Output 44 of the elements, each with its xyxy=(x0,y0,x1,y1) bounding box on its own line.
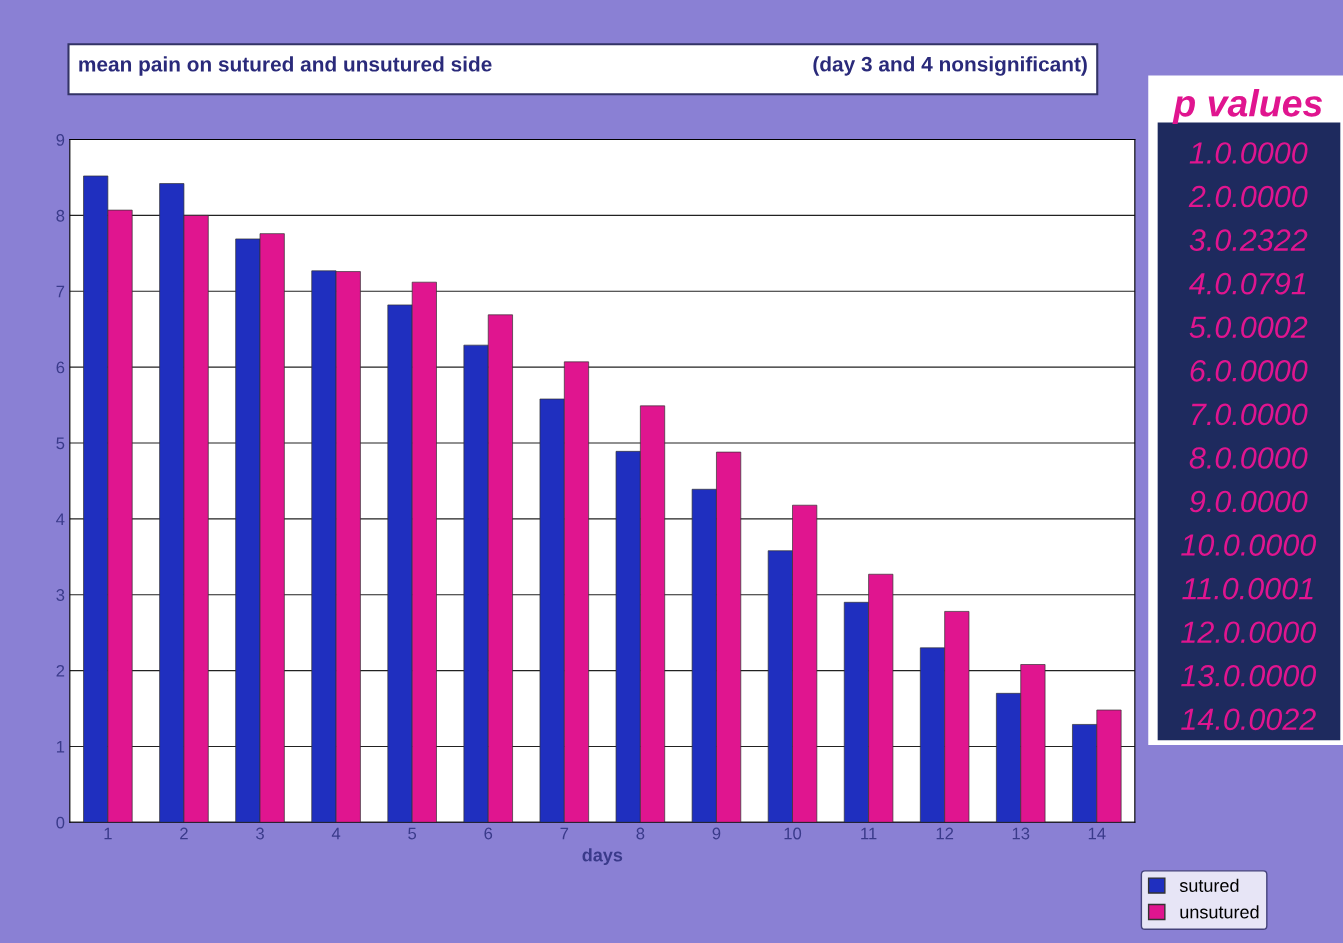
y-tick-label: 2 xyxy=(56,664,65,677)
text: 7.0.0000 xyxy=(1192,403,1308,426)
x-tick-label: 9 xyxy=(712,827,721,840)
x-tick-label: 10 xyxy=(784,827,802,840)
x-tick-label: 6 xyxy=(484,827,493,840)
chart-subtitle: (day 3 and 4 nonsignificant) xyxy=(813,56,1087,76)
text: p values xyxy=(1172,89,1323,125)
text: 8.0.0000 xyxy=(1189,447,1308,469)
text: 3.0.2322 xyxy=(1189,229,1308,251)
y-tick-label: 7 xyxy=(56,285,65,298)
x-tick-label: 7 xyxy=(560,827,569,840)
x-tick-label: 1 xyxy=(104,827,112,840)
y-tick-label: 0 xyxy=(56,816,65,829)
chart-title: mean pain on sutured and unsutured side xyxy=(79,56,492,76)
legend-label: sutured xyxy=(1179,878,1239,892)
x-tick-label: 8 xyxy=(636,827,645,840)
text: 14.0.0022 xyxy=(1181,708,1316,731)
text: 11.0.0001 xyxy=(1182,577,1313,600)
x-tick-label: 13 xyxy=(1012,827,1030,840)
y-tick-label: 6 xyxy=(56,361,65,374)
x-tick-label: 11 xyxy=(861,827,877,840)
y-tick-label: 4 xyxy=(56,513,65,525)
y-tick-label: 9 xyxy=(56,133,65,146)
x-axis-title: days xyxy=(582,848,623,866)
text: 12.0.0000 xyxy=(1181,621,1317,644)
x-tick-label: 14 xyxy=(1088,827,1106,840)
y-tick-label: 1 xyxy=(56,741,65,753)
x-tick-label: 4 xyxy=(331,827,341,840)
x-tick-label: 12 xyxy=(936,827,954,840)
text: 6.0.0000 xyxy=(1190,359,1308,382)
text: 1.0.0000 xyxy=(1189,142,1308,164)
text: 13.0.0000 xyxy=(1181,664,1317,687)
text: 9.0.0000 xyxy=(1189,490,1308,513)
y-tick-label: 8 xyxy=(56,209,65,222)
y-tick-label: 3 xyxy=(56,589,65,601)
x-tick-label: 3 xyxy=(256,827,264,840)
text: 4.0.0791 xyxy=(1189,272,1306,295)
x-tick-label: 5 xyxy=(408,827,417,840)
text: 2.0.0000 xyxy=(1188,185,1308,208)
text: 10.0.0000 xyxy=(1181,534,1317,556)
x-tick-label: 2 xyxy=(180,827,188,840)
legend-label: unsutured xyxy=(1180,905,1259,919)
y-tick-label: 5 xyxy=(56,437,65,450)
text: 5.0.0002 xyxy=(1189,316,1308,339)
